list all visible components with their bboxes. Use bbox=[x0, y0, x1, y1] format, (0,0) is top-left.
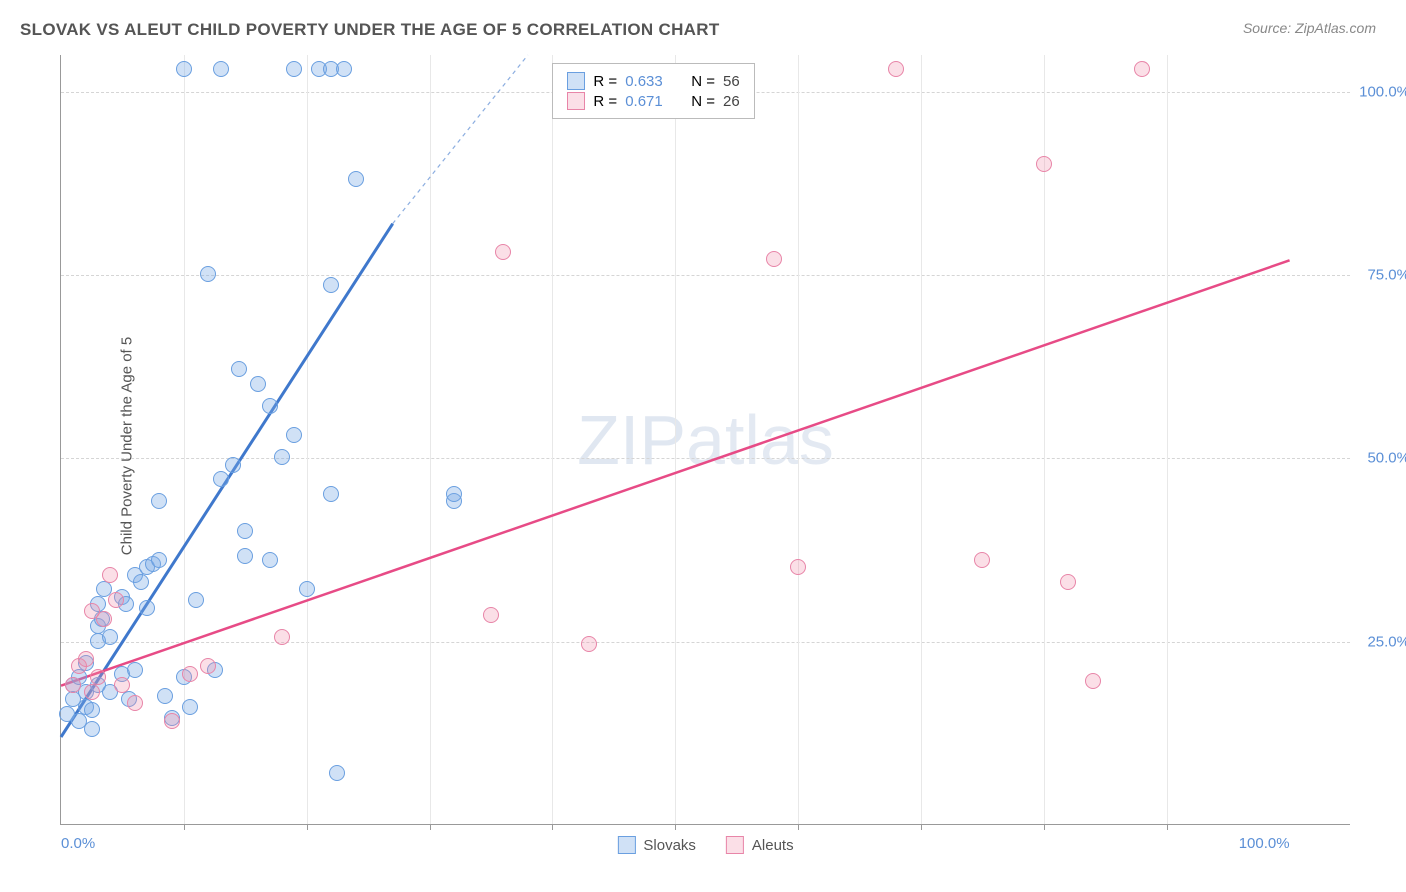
x-tick-label: 100.0% bbox=[1239, 835, 1290, 852]
data-point-slovaks bbox=[151, 552, 167, 568]
data-point-slovaks bbox=[336, 61, 352, 77]
data-point-slovaks bbox=[84, 721, 100, 737]
data-point-slovaks bbox=[323, 486, 339, 502]
trend-line-dash-slovaks bbox=[393, 55, 528, 224]
chart-title: SLOVAK VS ALEUT CHILD POVERTY UNDER THE … bbox=[20, 20, 720, 40]
data-point-slovaks bbox=[299, 581, 315, 597]
data-point-slovaks bbox=[231, 361, 247, 377]
data-point-aleuts bbox=[974, 552, 990, 568]
data-point-slovaks bbox=[133, 574, 149, 590]
legend-label: Aleuts bbox=[752, 837, 794, 854]
data-point-aleuts bbox=[96, 611, 112, 627]
stats-legend-row: R = 0.671 N = 26 bbox=[567, 92, 739, 110]
data-point-aleuts bbox=[114, 677, 130, 693]
n-label: N = bbox=[691, 73, 715, 90]
r-value: 0.671 bbox=[625, 93, 663, 110]
data-point-slovaks bbox=[237, 548, 253, 564]
data-point-slovaks bbox=[348, 171, 364, 187]
data-point-slovaks bbox=[237, 523, 253, 539]
data-point-aleuts bbox=[1085, 673, 1101, 689]
data-point-aleuts bbox=[65, 677, 81, 693]
data-point-aleuts bbox=[766, 251, 782, 267]
data-point-aleuts bbox=[182, 666, 198, 682]
legend-item-slovaks: Slovaks bbox=[617, 836, 696, 854]
data-point-aleuts bbox=[1134, 61, 1150, 77]
data-point-slovaks bbox=[262, 552, 278, 568]
data-point-aleuts bbox=[78, 651, 94, 667]
n-value: 56 bbox=[723, 73, 740, 90]
stats-legend-row: R = 0.633 N = 56 bbox=[567, 72, 739, 90]
data-point-slovaks bbox=[157, 688, 173, 704]
legend-label: Slovaks bbox=[643, 837, 696, 854]
data-point-aleuts bbox=[483, 607, 499, 623]
data-point-aleuts bbox=[1036, 156, 1052, 172]
y-tick-label: 50.0% bbox=[1355, 450, 1406, 467]
data-point-slovaks bbox=[446, 486, 462, 502]
data-point-aleuts bbox=[127, 695, 143, 711]
data-point-slovaks bbox=[102, 629, 118, 645]
data-point-slovaks bbox=[323, 277, 339, 293]
legend-swatch bbox=[617, 836, 635, 854]
source-attribution: Source: ZipAtlas.com bbox=[1243, 20, 1376, 36]
data-point-slovaks bbox=[176, 61, 192, 77]
x-tick-label: 0.0% bbox=[61, 835, 95, 852]
data-point-aleuts bbox=[200, 658, 216, 674]
data-point-aleuts bbox=[108, 592, 124, 608]
data-point-slovaks bbox=[262, 398, 278, 414]
legend-swatch bbox=[567, 92, 585, 110]
data-point-slovaks bbox=[188, 592, 204, 608]
r-label: R = bbox=[593, 73, 617, 90]
r-value: 0.633 bbox=[625, 73, 663, 90]
scatter-chart: ZIPatlas 25.0%50.0%75.0%100.0%0.0%100.0%… bbox=[60, 55, 1350, 825]
data-point-slovaks bbox=[250, 376, 266, 392]
data-point-slovaks bbox=[127, 662, 143, 678]
data-point-slovaks bbox=[200, 266, 216, 282]
series-legend: Slovaks Aleuts bbox=[617, 836, 793, 854]
legend-swatch bbox=[567, 72, 585, 90]
y-tick-label: 100.0% bbox=[1355, 83, 1406, 100]
r-label: R = bbox=[593, 93, 617, 110]
n-value: 26 bbox=[723, 93, 740, 110]
data-point-slovaks bbox=[139, 600, 155, 616]
y-tick-label: 25.0% bbox=[1355, 633, 1406, 650]
data-point-slovaks bbox=[329, 765, 345, 781]
y-tick-label: 75.0% bbox=[1355, 267, 1406, 284]
stats-legend: R = 0.633 N = 56R = 0.671 N = 26 bbox=[552, 63, 754, 119]
data-point-slovaks bbox=[286, 427, 302, 443]
data-point-aleuts bbox=[90, 669, 106, 685]
data-point-aleuts bbox=[888, 61, 904, 77]
data-point-slovaks bbox=[213, 471, 229, 487]
data-point-slovaks bbox=[274, 449, 290, 465]
data-point-aleuts bbox=[495, 244, 511, 260]
data-point-slovaks bbox=[213, 61, 229, 77]
data-point-slovaks bbox=[225, 457, 241, 473]
data-point-slovaks bbox=[286, 61, 302, 77]
data-point-aleuts bbox=[84, 684, 100, 700]
data-point-slovaks bbox=[182, 699, 198, 715]
trend-lines bbox=[61, 55, 1351, 825]
n-label: N = bbox=[691, 93, 715, 110]
data-point-aleuts bbox=[164, 713, 180, 729]
trend-line-aleuts bbox=[61, 260, 1290, 685]
data-point-aleuts bbox=[1060, 574, 1076, 590]
data-point-aleuts bbox=[102, 567, 118, 583]
data-point-aleuts bbox=[274, 629, 290, 645]
data-point-slovaks bbox=[151, 493, 167, 509]
legend-item-aleuts: Aleuts bbox=[726, 836, 794, 854]
legend-swatch bbox=[726, 836, 744, 854]
data-point-slovaks bbox=[84, 702, 100, 718]
data-point-aleuts bbox=[790, 559, 806, 575]
data-point-aleuts bbox=[581, 636, 597, 652]
